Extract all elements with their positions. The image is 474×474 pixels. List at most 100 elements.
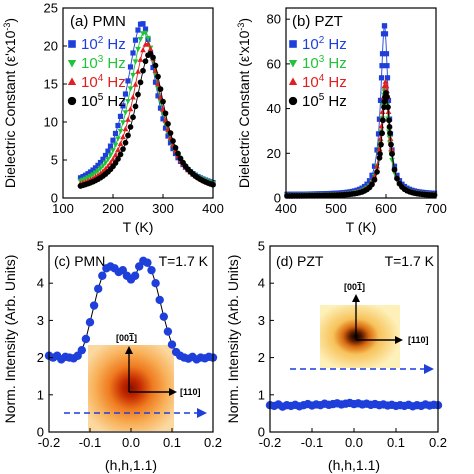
data-point: [145, 41, 151, 47]
legend-entry: 102 Hz: [302, 35, 347, 53]
data-point: [385, 104, 391, 111]
data-point: [369, 181, 375, 188]
data-point: [140, 47, 146, 53]
data-point: [127, 124, 134, 130]
data-point: [143, 258, 152, 267]
y-tick-label: 4: [258, 276, 265, 291]
data-point: [379, 63, 385, 69]
y-tick-label: 0: [258, 425, 265, 440]
data-point: [94, 284, 103, 293]
data-point: [378, 141, 384, 148]
panel-d-inset: [001] [110]: [290, 282, 434, 374]
data-point: [172, 144, 179, 151]
data-point: [377, 97, 384, 103]
legend-marker: [288, 96, 298, 106]
data-point: [155, 93, 161, 99]
legend-entry: 105 Hz: [302, 92, 347, 110]
panel-a-plot: [77, 21, 216, 189]
data-point: [377, 135, 384, 141]
data-point: [107, 143, 114, 149]
data-point: [389, 157, 395, 164]
data-point: [97, 159, 104, 166]
x-tick-label: 300: [152, 201, 174, 216]
y-tick-label: 20: [44, 39, 58, 54]
data-point: [160, 98, 166, 105]
y-tick-label: 2: [258, 350, 265, 365]
data-point: [387, 130, 393, 137]
panel-b-ticks: 400 500 600 700 0 20 40 60 80: [267, 12, 447, 216]
legend-marker: [289, 40, 297, 48]
data-point: [107, 152, 114, 159]
y-tick-label: 4: [37, 276, 44, 291]
data-point: [375, 131, 382, 137]
x-tick-label: -0.1: [301, 435, 323, 450]
data-point: [135, 27, 141, 33]
data-point: [145, 35, 151, 42]
data-point: [159, 312, 168, 321]
panel-c-ticks: -0.2 -0.1 0.0 0.1 0.2 0 1 2 3 4 5: [37, 239, 222, 451]
data-point: [125, 98, 131, 105]
data-point: [162, 125, 169, 131]
panel-c-ylabel: Norm. Intensity (Arb. Units): [2, 255, 18, 424]
panel-a-xlabel: T (K): [123, 219, 154, 235]
x-tick-label: 0.2: [429, 435, 447, 450]
data-point: [364, 181, 370, 187]
data-point: [132, 81, 139, 87]
data-point: [167, 340, 177, 349]
x-tick-label: 0.2: [204, 435, 222, 450]
panel-b-plot: [284, 23, 438, 199]
panel-d-plot: [265, 398, 443, 411]
legend-entry: 105 Hz: [81, 92, 126, 110]
data-point: [381, 104, 387, 111]
panel-d-inset-h-label: [110]: [408, 335, 429, 345]
data-point: [115, 156, 121, 162]
panel-b: 400 500 600 700 0 20 40 60 80 (b) PZT 102 Hz103 …: [236, 7, 447, 235]
y-tick-label: 5: [258, 239, 265, 254]
data-point: [384, 94, 390, 100]
data-point: [115, 146, 121, 153]
x-tick-label: 600: [375, 201, 397, 216]
panel-a-label: (a) PMN: [70, 13, 126, 30]
legend-marker: [67, 59, 77, 68]
data-point: [115, 122, 121, 129]
data-point: [142, 58, 149, 65]
panel-a-ticks: 100 200 300 400 0 5 10 15 20 25: [44, 1, 224, 217]
data-point: [170, 138, 176, 144]
data-point: [120, 120, 126, 126]
x-tick-label: 100: [52, 201, 74, 216]
y-tick-label: 3: [37, 313, 44, 328]
data-point: [167, 140, 174, 146]
data-point: [130, 271, 140, 280]
y-tick-label: 0: [274, 191, 281, 206]
data-point: [389, 151, 395, 157]
data-point: [132, 59, 139, 65]
data-point: [382, 31, 389, 37]
panel-c-plot: [44, 256, 218, 364]
data-point: [102, 152, 109, 159]
y-tick-label: 3: [258, 313, 265, 328]
data-point: [163, 327, 173, 336]
data-point: [382, 78, 389, 84]
data-point: [89, 301, 99, 310]
data-point: [147, 265, 156, 275]
y-tick-label: 80: [267, 12, 281, 27]
y-tick-label: 0: [37, 425, 44, 440]
data-point: [142, 30, 149, 36]
data-point: [140, 21, 146, 27]
y-tick-label: 10: [44, 115, 58, 130]
data-point: [147, 45, 154, 52]
y-tick-label: 15: [44, 77, 58, 92]
data-point: [384, 63, 390, 69]
data-point: [378, 75, 385, 81]
data-point: [97, 166, 104, 172]
data-point: [135, 46, 141, 53]
data-point: [120, 134, 126, 140]
x-tick-label: -0.2: [259, 435, 281, 450]
data-point: [374, 168, 380, 175]
panel-c: [001] [110] -0.2 -0.1 0.0 0.1 0.2 0 1 2 3 4 5 (c) …: [2, 239, 222, 474]
data-point: [371, 163, 378, 169]
data-point: [374, 147, 380, 153]
panel-b-xlabel: T (K): [346, 219, 377, 235]
